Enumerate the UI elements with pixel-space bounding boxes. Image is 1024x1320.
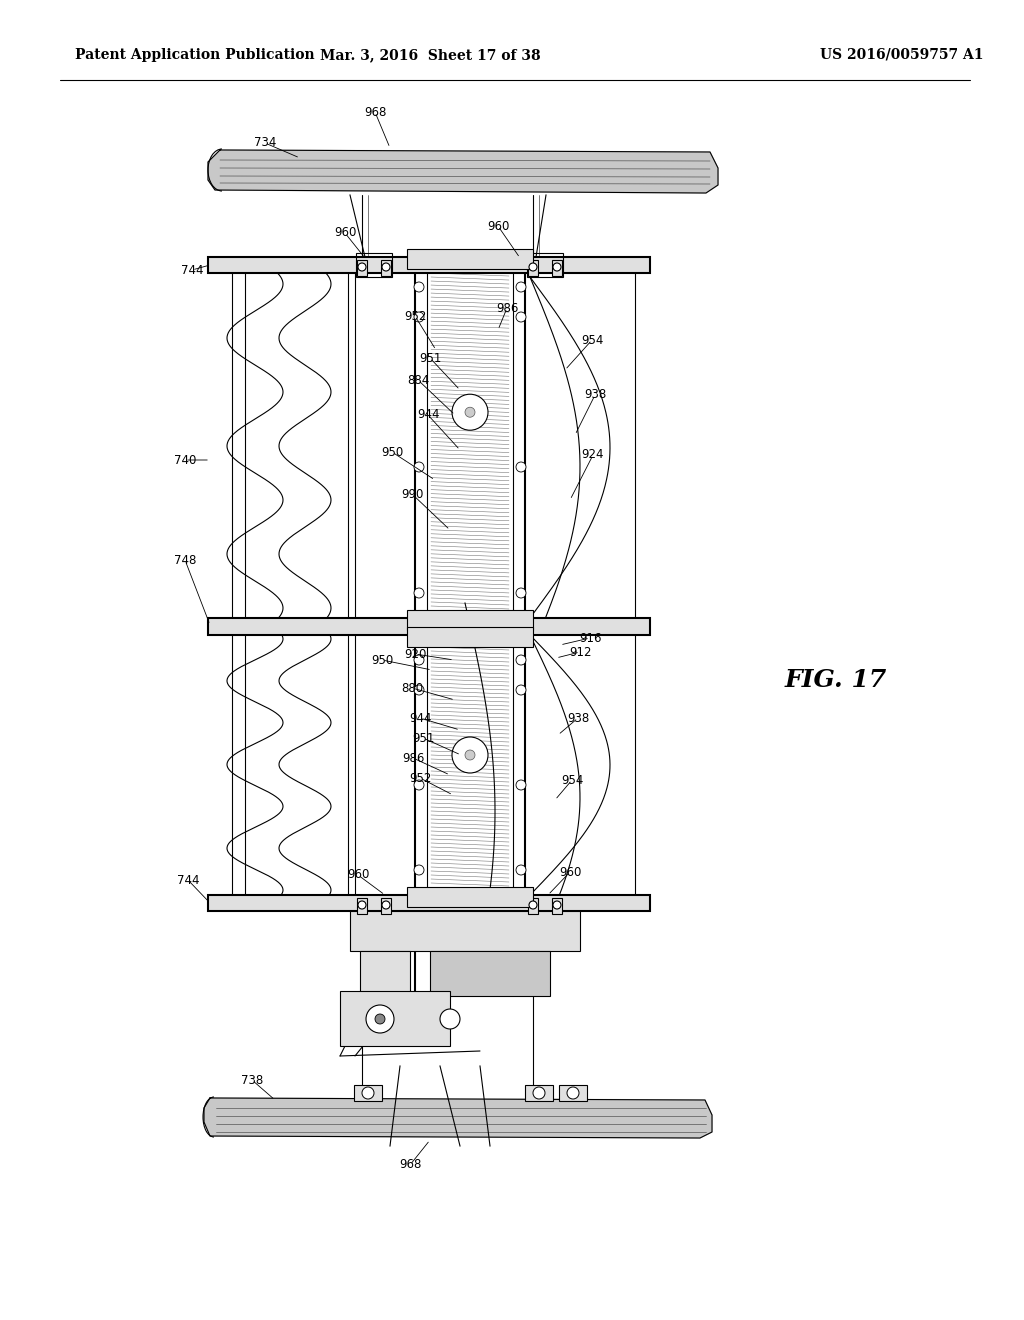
Circle shape xyxy=(414,685,424,696)
Bar xyxy=(208,618,650,635)
Bar xyxy=(552,260,562,276)
Circle shape xyxy=(414,780,424,789)
Bar xyxy=(360,950,410,1016)
Circle shape xyxy=(414,865,424,875)
Circle shape xyxy=(516,312,526,322)
Text: 738: 738 xyxy=(241,1073,263,1086)
Text: 938: 938 xyxy=(567,711,589,725)
Circle shape xyxy=(516,655,526,665)
Bar xyxy=(381,260,391,276)
Text: 968: 968 xyxy=(398,1159,421,1172)
Circle shape xyxy=(414,587,424,598)
Circle shape xyxy=(358,902,366,909)
Bar xyxy=(528,260,538,276)
Text: 748: 748 xyxy=(174,553,197,566)
Circle shape xyxy=(553,902,561,909)
Text: 952: 952 xyxy=(409,771,431,784)
Bar xyxy=(528,898,538,913)
Text: 880: 880 xyxy=(401,681,423,694)
Text: 944: 944 xyxy=(417,408,439,421)
Text: 744: 744 xyxy=(177,874,200,887)
Text: 944: 944 xyxy=(409,711,431,725)
Text: Patent Application Publication: Patent Application Publication xyxy=(75,48,314,62)
Circle shape xyxy=(366,1005,394,1034)
Bar xyxy=(552,898,562,913)
Circle shape xyxy=(516,685,526,696)
Circle shape xyxy=(567,1086,579,1100)
Circle shape xyxy=(465,750,475,760)
Text: 916: 916 xyxy=(579,631,601,644)
Circle shape xyxy=(516,780,526,789)
Circle shape xyxy=(382,263,390,271)
Bar xyxy=(354,1085,382,1101)
Bar xyxy=(350,911,580,950)
Text: 920: 920 xyxy=(403,648,426,660)
Circle shape xyxy=(382,902,390,909)
Text: 960: 960 xyxy=(559,866,582,879)
Bar xyxy=(407,627,534,647)
Text: 734: 734 xyxy=(254,136,276,149)
Text: 740: 740 xyxy=(174,454,197,466)
Bar xyxy=(407,610,534,630)
Text: 912: 912 xyxy=(568,645,591,659)
Circle shape xyxy=(414,655,424,665)
Circle shape xyxy=(358,263,366,271)
Text: 954: 954 xyxy=(581,334,603,346)
Circle shape xyxy=(529,263,537,271)
Circle shape xyxy=(465,407,475,417)
Circle shape xyxy=(516,282,526,292)
Bar xyxy=(559,1085,587,1101)
Circle shape xyxy=(452,737,488,774)
Circle shape xyxy=(553,263,561,271)
Text: 950: 950 xyxy=(381,446,403,458)
Circle shape xyxy=(375,1014,385,1024)
Bar xyxy=(381,898,391,913)
Bar xyxy=(525,1085,553,1101)
Bar xyxy=(340,991,450,1045)
Text: 952: 952 xyxy=(403,309,426,322)
Text: 951: 951 xyxy=(412,731,434,744)
Text: 960: 960 xyxy=(347,869,370,882)
Text: US 2016/0059757 A1: US 2016/0059757 A1 xyxy=(820,48,983,62)
Circle shape xyxy=(414,462,424,473)
Text: 960: 960 xyxy=(486,219,509,232)
Circle shape xyxy=(516,865,526,875)
Circle shape xyxy=(362,1086,374,1100)
Bar xyxy=(430,950,550,997)
Circle shape xyxy=(529,902,537,909)
Bar xyxy=(357,898,367,913)
Polygon shape xyxy=(208,150,718,193)
Circle shape xyxy=(516,587,526,598)
Circle shape xyxy=(452,395,488,430)
Text: 990: 990 xyxy=(400,487,423,500)
Text: 968: 968 xyxy=(364,106,386,119)
Circle shape xyxy=(414,312,424,322)
Bar xyxy=(208,257,650,273)
Text: 951: 951 xyxy=(419,351,441,364)
Text: 960: 960 xyxy=(334,227,356,239)
Text: 924: 924 xyxy=(582,449,604,462)
Text: Mar. 3, 2016  Sheet 17 of 38: Mar. 3, 2016 Sheet 17 of 38 xyxy=(319,48,541,62)
Text: 884: 884 xyxy=(407,374,429,387)
Bar xyxy=(407,249,534,269)
Bar xyxy=(208,895,650,911)
Circle shape xyxy=(414,282,424,292)
Bar xyxy=(356,253,392,277)
Circle shape xyxy=(440,1008,460,1030)
Text: 938: 938 xyxy=(584,388,606,401)
Text: 950: 950 xyxy=(371,653,393,667)
Text: 986: 986 xyxy=(496,301,518,314)
Circle shape xyxy=(516,462,526,473)
Polygon shape xyxy=(204,1098,712,1138)
Bar xyxy=(527,253,563,277)
Text: 744: 744 xyxy=(181,264,203,276)
Bar xyxy=(357,260,367,276)
Text: 954: 954 xyxy=(561,774,584,787)
Text: FIG. 17: FIG. 17 xyxy=(785,668,887,692)
Text: 986: 986 xyxy=(401,751,424,764)
Circle shape xyxy=(534,1086,545,1100)
Bar xyxy=(407,887,534,907)
